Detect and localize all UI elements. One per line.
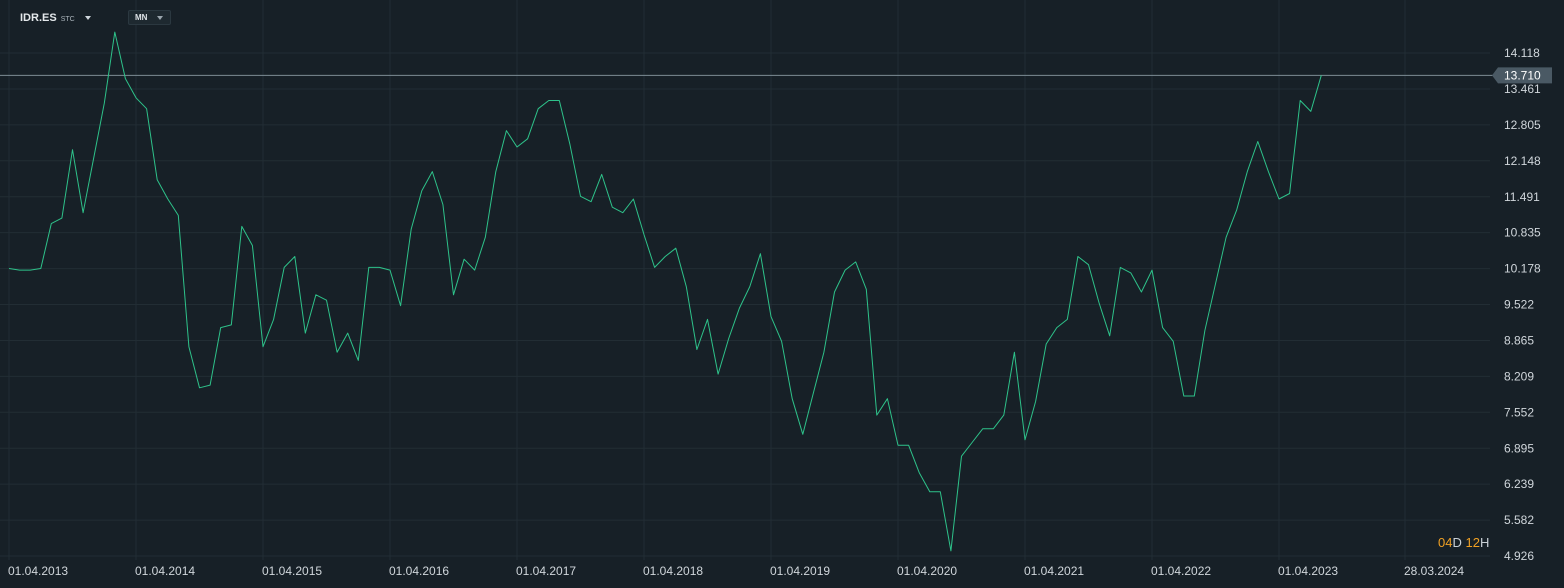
x-tick-label: 01.04.2020: [897, 564, 957, 578]
x-tick-label: 01.04.2019: [770, 564, 830, 578]
bar-countdown: 04D 12H: [1438, 535, 1489, 550]
y-tick-label: 10.178: [1504, 262, 1541, 276]
y-tick-label: 6.895: [1504, 441, 1534, 455]
y-tick-label: 10.835: [1504, 226, 1541, 240]
y-tick-label: 4.926: [1504, 549, 1534, 563]
x-tick-label: 01.04.2016: [389, 564, 449, 578]
y-tick-label: 5.582: [1504, 513, 1534, 527]
countdown-hours: 12: [1465, 535, 1480, 550]
y-tick-label: 13.461: [1504, 82, 1541, 96]
last-price-line-group: 13.710: [0, 67, 1552, 84]
timeframe-select[interactable]: MN: [128, 10, 171, 25]
x-tick-label: 01.04.2018: [643, 564, 703, 578]
y-tick-label: 8.209: [1504, 369, 1534, 383]
x-tick-label: 01.04.2022: [1151, 564, 1211, 578]
countdown-days: 04: [1438, 535, 1453, 550]
y-tick-label: 11.491: [1504, 190, 1540, 204]
y-tick-label: 7.552: [1504, 405, 1534, 419]
symbol-name: IDR.ES: [20, 12, 57, 24]
x-tick-label: 01.04.2013: [8, 564, 68, 578]
x-tick-label: 01.04.2023: [1278, 564, 1338, 578]
chevron-down-icon[interactable]: [84, 16, 91, 20]
chart-grid: [0, 0, 1490, 560]
exchange-name: STC: [60, 15, 75, 23]
y-tick-label: 12.805: [1504, 118, 1541, 132]
x-tick-label: 01.04.2017: [516, 564, 576, 578]
y-tick-label: 8.865: [1504, 333, 1534, 347]
price-series: [8, 31, 1322, 552]
price-line-series: [8, 31, 1322, 552]
countdown-days-unit: D: [1452, 535, 1462, 550]
x-tick-label: 28.03.2024: [1404, 564, 1464, 578]
y-tick-label: 14.118: [1504, 46, 1540, 60]
countdown-hours-unit: H: [1479, 535, 1490, 550]
last-price-badge: [1492, 67, 1552, 84]
timeframe-label: MN: [135, 13, 148, 22]
chevron-down-icon[interactable]: [157, 15, 164, 20]
y-axis: 14.118 13.461 12.805 12.148 11.491 10.835 10.1…: [1504, 46, 1541, 563]
symbol-selector[interactable]: IDR.ES STC: [20, 10, 91, 26]
last-price-label: 13.710: [1504, 68, 1541, 82]
y-tick-label: 9.522: [1504, 298, 1534, 312]
y-tick-label: 6.239: [1504, 477, 1534, 491]
x-tick-label: 01.04.2021: [1024, 564, 1084, 578]
x-tick-label: 01.04.2015: [262, 564, 322, 578]
x-axis: 01.04.2013 01.04.2014 01.04.2015 01.04.2016…: [8, 564, 1464, 578]
y-tick-label: 12.148: [1504, 154, 1541, 168]
x-tick-label: 01.04.2014: [135, 564, 195, 578]
